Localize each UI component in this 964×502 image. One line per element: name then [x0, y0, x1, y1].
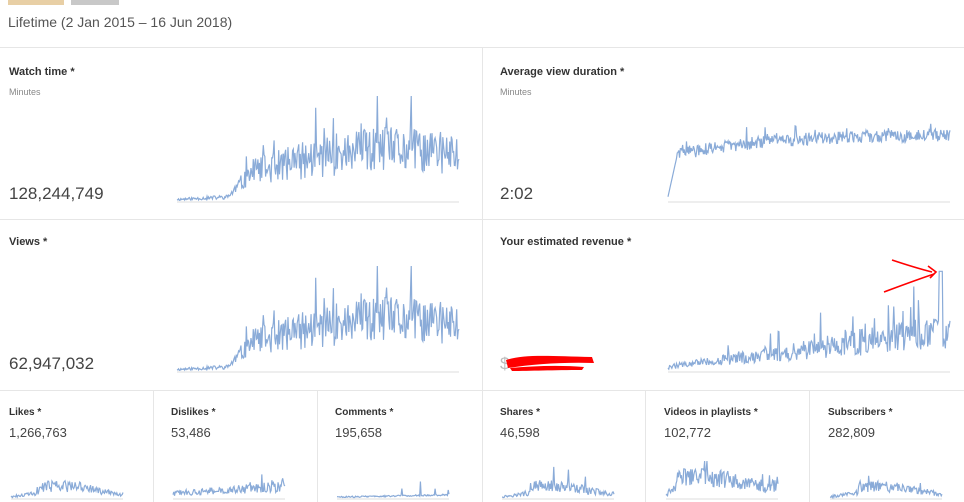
card-title: Comments *: [335, 407, 394, 418]
sparkline-path: [667, 123, 951, 197]
card-value: 46,598: [500, 425, 540, 440]
sparkline-path: [176, 265, 460, 372]
card-unit: Minutes: [9, 87, 41, 97]
average-view-duration-sparkline: [667, 123, 951, 203]
videos-in-playlists-card[interactable]: Videos in playlists * 102,772: [664, 407, 800, 502]
views-sparkline: [176, 265, 460, 373]
card-title: Your estimated revenue *: [500, 236, 632, 248]
date-range-label: Lifetime (2 Jan 2015 – 16 Jun 2018): [8, 14, 233, 30]
card-value: 128,244,749: [9, 184, 104, 203]
divider: [809, 390, 810, 502]
subscribers-card[interactable]: Subscribers * 282,809: [828, 407, 958, 502]
sparkline-path: [336, 481, 450, 499]
sparkline-path: [176, 95, 460, 202]
average-view-duration-card[interactable]: Average view duration * Minutes 2:02: [500, 66, 955, 211]
views-card[interactable]: Views * 62,947,032: [9, 236, 469, 381]
card-value: 195,658: [335, 425, 382, 440]
sparkline-path: [829, 475, 943, 500]
card-value: $: [500, 354, 510, 373]
subscribers-sparkline: [829, 475, 943, 500]
sparkline-path: [667, 270, 951, 371]
card-unit: Minutes: [500, 87, 532, 97]
card-value: 282,809: [828, 425, 875, 440]
watch-time-sparkline: [176, 95, 460, 203]
shares-card[interactable]: Shares * 46,598: [500, 407, 636, 502]
estimated-revenue-card[interactable]: Your estimated revenue * $: [500, 236, 955, 381]
dislikes-sparkline: [172, 474, 286, 500]
sparkline-path: [502, 466, 615, 499]
divider: [317, 390, 318, 502]
divider: [645, 390, 646, 502]
card-title: Shares *: [500, 407, 541, 418]
card-value: 102,772: [664, 425, 711, 440]
likes-card[interactable]: Likes * 1,266,763: [9, 407, 145, 502]
card-title: Videos in playlists *: [664, 407, 758, 418]
redaction-scribble: [506, 355, 594, 371]
card-value: 53,486: [171, 425, 211, 440]
card-title: Subscribers *: [828, 407, 893, 418]
watch-time-card[interactable]: Watch time * Minutes 128,244,749: [9, 66, 469, 211]
card-title: Dislikes *: [171, 407, 216, 418]
sparkline-path: [172, 474, 286, 496]
sparkline-path: [10, 479, 124, 499]
estimated-revenue-sparkline: [667, 270, 951, 373]
likes-sparkline: [10, 479, 124, 500]
channel-thumbnail: [8, 0, 64, 5]
divider: [153, 390, 154, 502]
comments-card[interactable]: Comments * 195,658: [335, 407, 471, 502]
channel-placeholder: [71, 0, 119, 5]
card-value: 1,266,763: [9, 425, 67, 440]
shares-sparkline: [502, 466, 615, 500]
card-title: Views *: [9, 236, 48, 248]
sparkline-path: [665, 460, 779, 498]
card-value: 2:02: [500, 184, 534, 203]
annotation-arrow: [883, 259, 938, 293]
card-title: Likes *: [9, 407, 42, 418]
dislikes-card[interactable]: Dislikes * 53,486: [171, 407, 307, 502]
card-value: 62,947,032: [9, 354, 95, 373]
card-title: Watch time *: [9, 66, 75, 78]
comments-sparkline: [336, 481, 450, 500]
divider: [482, 47, 483, 502]
card-title: Average view duration *: [500, 66, 625, 78]
videos-in-playlists-sparkline: [665, 460, 779, 500]
